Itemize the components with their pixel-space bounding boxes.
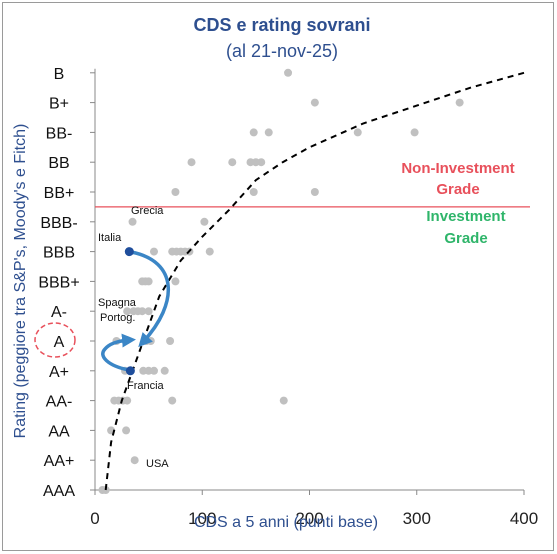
y-tick-label: AA	[48, 423, 70, 440]
y-tick-label: AA-	[46, 394, 73, 411]
y-tick-label: BBB-	[40, 215, 77, 232]
highlighted-point	[124, 247, 134, 257]
x-tick-label: 100	[188, 509, 216, 528]
chart-title: CDS e rating sovrani	[193, 15, 370, 35]
data-point	[187, 158, 196, 167]
y-tick-label: BBB	[43, 245, 75, 262]
y-tick-label: BB	[48, 155, 69, 172]
data-point	[455, 98, 464, 107]
annotation-portogallo: Portog.	[100, 312, 135, 324]
non-investment-grade-label-1: Non-Investment	[401, 160, 514, 177]
data-point	[144, 307, 153, 316]
y-tick-label: AAA	[43, 483, 75, 500]
axes	[90, 68, 525, 495]
data-point	[353, 128, 362, 137]
highlighted-point	[125, 366, 135, 376]
data-point	[168, 396, 177, 405]
y-tick-label: B	[54, 66, 65, 83]
data-point	[149, 247, 158, 256]
data-points	[98, 68, 464, 494]
data-point	[149, 366, 158, 375]
y-tick-label: AA+	[44, 453, 75, 470]
highlighted-points	[124, 247, 135, 376]
data-point	[123, 396, 132, 405]
data-point	[249, 128, 258, 137]
data-point	[144, 277, 153, 286]
y-tick-label: BB-	[46, 125, 73, 142]
rating-a-circle	[34, 322, 76, 358]
data-point	[249, 188, 258, 196]
data-point	[160, 366, 169, 375]
y-tick-label: A-	[51, 304, 67, 321]
x-tick-label: 200	[295, 509, 323, 528]
x-axis-label: CDS a 5 anni (punti base)	[194, 514, 378, 531]
y-tick-label: A+	[49, 364, 69, 381]
data-point	[257, 158, 266, 167]
y-axis-label: Rating (peggiore tra S&P's, Moody's e Fi…	[12, 124, 29, 439]
data-point	[310, 188, 319, 196]
data-point	[228, 158, 237, 167]
data-point	[138, 307, 147, 316]
investment-grade-label-2: Grade	[444, 230, 487, 247]
data-point	[171, 277, 180, 286]
y-tick-label: A	[54, 334, 65, 351]
non-investment-grade-label-2: Grade	[436, 181, 479, 198]
label-francia: Francia	[127, 380, 165, 392]
data-point	[410, 128, 419, 137]
data-point	[264, 128, 273, 137]
x-tick-label: 400	[510, 509, 538, 528]
data-point	[166, 337, 175, 345]
data-point	[279, 396, 288, 405]
label-italia: Italia	[98, 232, 122, 244]
data-point	[123, 307, 132, 316]
y-tick-label: B+	[49, 96, 69, 113]
data-point	[310, 98, 319, 107]
y-tick-label: BBB+	[38, 274, 79, 291]
annotation-grecia: Grecia	[131, 205, 164, 217]
annotation-usa: USA	[146, 458, 169, 470]
data-point	[205, 247, 214, 256]
upgrade-arrow	[101, 333, 136, 372]
data-point	[122, 426, 131, 435]
annotation-spagna: Spagna	[98, 297, 137, 309]
data-point	[130, 456, 139, 465]
downgrade-arrow	[130, 250, 170, 348]
data-point	[171, 188, 180, 196]
x-tick-label: 300	[403, 509, 431, 528]
y-tick-label: BB+	[44, 185, 75, 202]
x-tick-labels: 0 100 200 300 400	[90, 509, 538, 528]
investment-grade-label-1: Investment	[426, 208, 505, 225]
chart-subtitle: (al 21-nov-25)	[226, 41, 338, 61]
trend-line	[104, 71, 525, 491]
x-tick-label: 0	[90, 509, 99, 528]
chart-svg: CDS e rating sovrani (al 21-nov-25) AAAA…	[12, 15, 538, 531]
data-point	[128, 217, 137, 226]
data-point	[200, 217, 209, 226]
data-point	[284, 68, 293, 77]
